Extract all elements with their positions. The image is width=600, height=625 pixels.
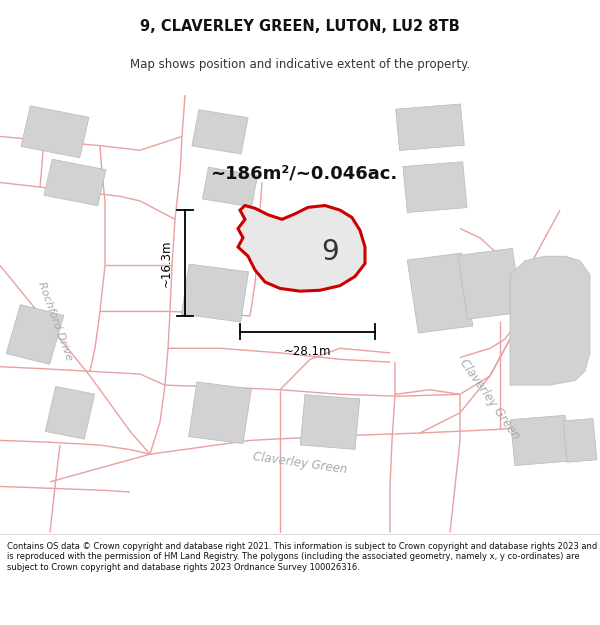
Bar [181, 264, 248, 322]
Bar [188, 382, 251, 444]
Text: 9, CLAVERLEY GREEN, LUTON, LU2 8TB: 9, CLAVERLEY GREEN, LUTON, LU2 8TB [140, 19, 460, 34]
Polygon shape [510, 256, 590, 385]
Bar [300, 394, 360, 449]
Bar [6, 304, 64, 364]
Text: Map shows position and indicative extent of the property.: Map shows position and indicative extent… [130, 58, 470, 71]
Bar [192, 110, 248, 154]
Bar [21, 106, 89, 158]
Bar [407, 253, 473, 333]
Text: 9: 9 [321, 238, 339, 266]
Text: ~16.3m: ~16.3m [160, 239, 173, 287]
Bar [395, 104, 464, 151]
Bar [563, 419, 597, 462]
Polygon shape [238, 206, 365, 291]
Bar [44, 159, 106, 206]
Bar [403, 162, 467, 212]
Text: Rochford Drive: Rochford Drive [36, 280, 74, 361]
Bar [458, 248, 522, 319]
Text: Claverley Green: Claverley Green [457, 356, 523, 442]
Bar [45, 386, 95, 439]
Bar [511, 415, 569, 466]
Text: Claverley Green: Claverley Green [252, 451, 348, 476]
Bar [202, 168, 257, 207]
Text: ~186m²/~0.046ac.: ~186m²/~0.046ac. [210, 164, 397, 182]
Text: Contains OS data © Crown copyright and database right 2021. This information is : Contains OS data © Crown copyright and d… [7, 542, 598, 571]
Text: ~28.1m: ~28.1m [284, 344, 331, 357]
